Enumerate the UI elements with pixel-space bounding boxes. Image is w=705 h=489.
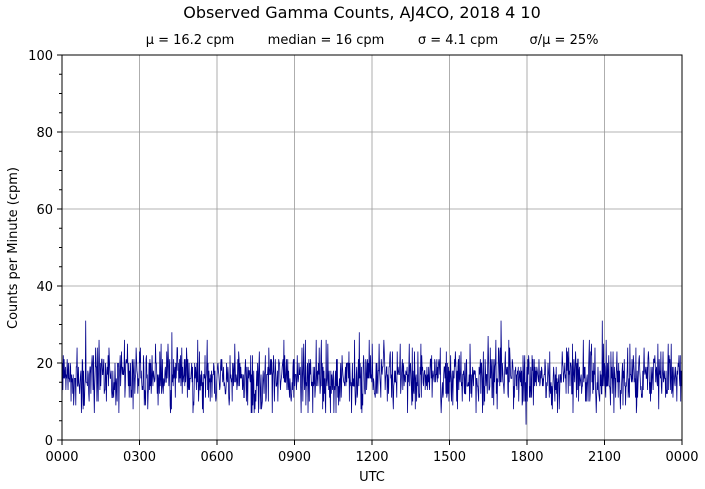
subtitle-mean: μ = 16.2 cpm xyxy=(146,33,235,48)
y-tick-label: 100 xyxy=(28,49,53,64)
x-tick-label: 0300 xyxy=(123,450,156,465)
y-tick-label: 0 xyxy=(45,434,53,449)
y-tick-label: 80 xyxy=(36,126,53,141)
x-tick-label: 0000 xyxy=(665,450,698,465)
y-tick-label: 40 xyxy=(36,280,53,295)
x-tick-label: 1800 xyxy=(510,450,543,465)
subtitle-median: median = 16 cpm xyxy=(268,33,385,48)
subtitle-sigma: σ = 4.1 cpm xyxy=(418,33,498,48)
x-tick-label: 1500 xyxy=(433,450,466,465)
x-tick-label: 0900 xyxy=(278,450,311,465)
chart-subtitle: μ = 16.2 cpm median = 16 cpm σ = 4.1 cpm… xyxy=(146,33,599,48)
subtitle-ratio: σ/μ = 25% xyxy=(530,33,599,48)
x-tick-label: 2100 xyxy=(588,450,621,465)
x-tick-label: 0000 xyxy=(45,450,78,465)
y-axis-label: Counts per Minute (cpm) xyxy=(6,167,21,329)
chart-title: Observed Gamma Counts, AJ4CO, 2018 4 10 xyxy=(183,3,541,22)
y-tick-label: 60 xyxy=(36,203,53,218)
axis-ticks: 0000 0300 0600 0900 1200 1500 1800 2100 00000204… xyxy=(28,49,698,465)
y-tick-label: 20 xyxy=(36,357,53,372)
x-tick-label: 0600 xyxy=(200,450,233,465)
x-axis-label: UTC xyxy=(359,470,385,485)
x-tick-label: 1200 xyxy=(355,450,388,465)
